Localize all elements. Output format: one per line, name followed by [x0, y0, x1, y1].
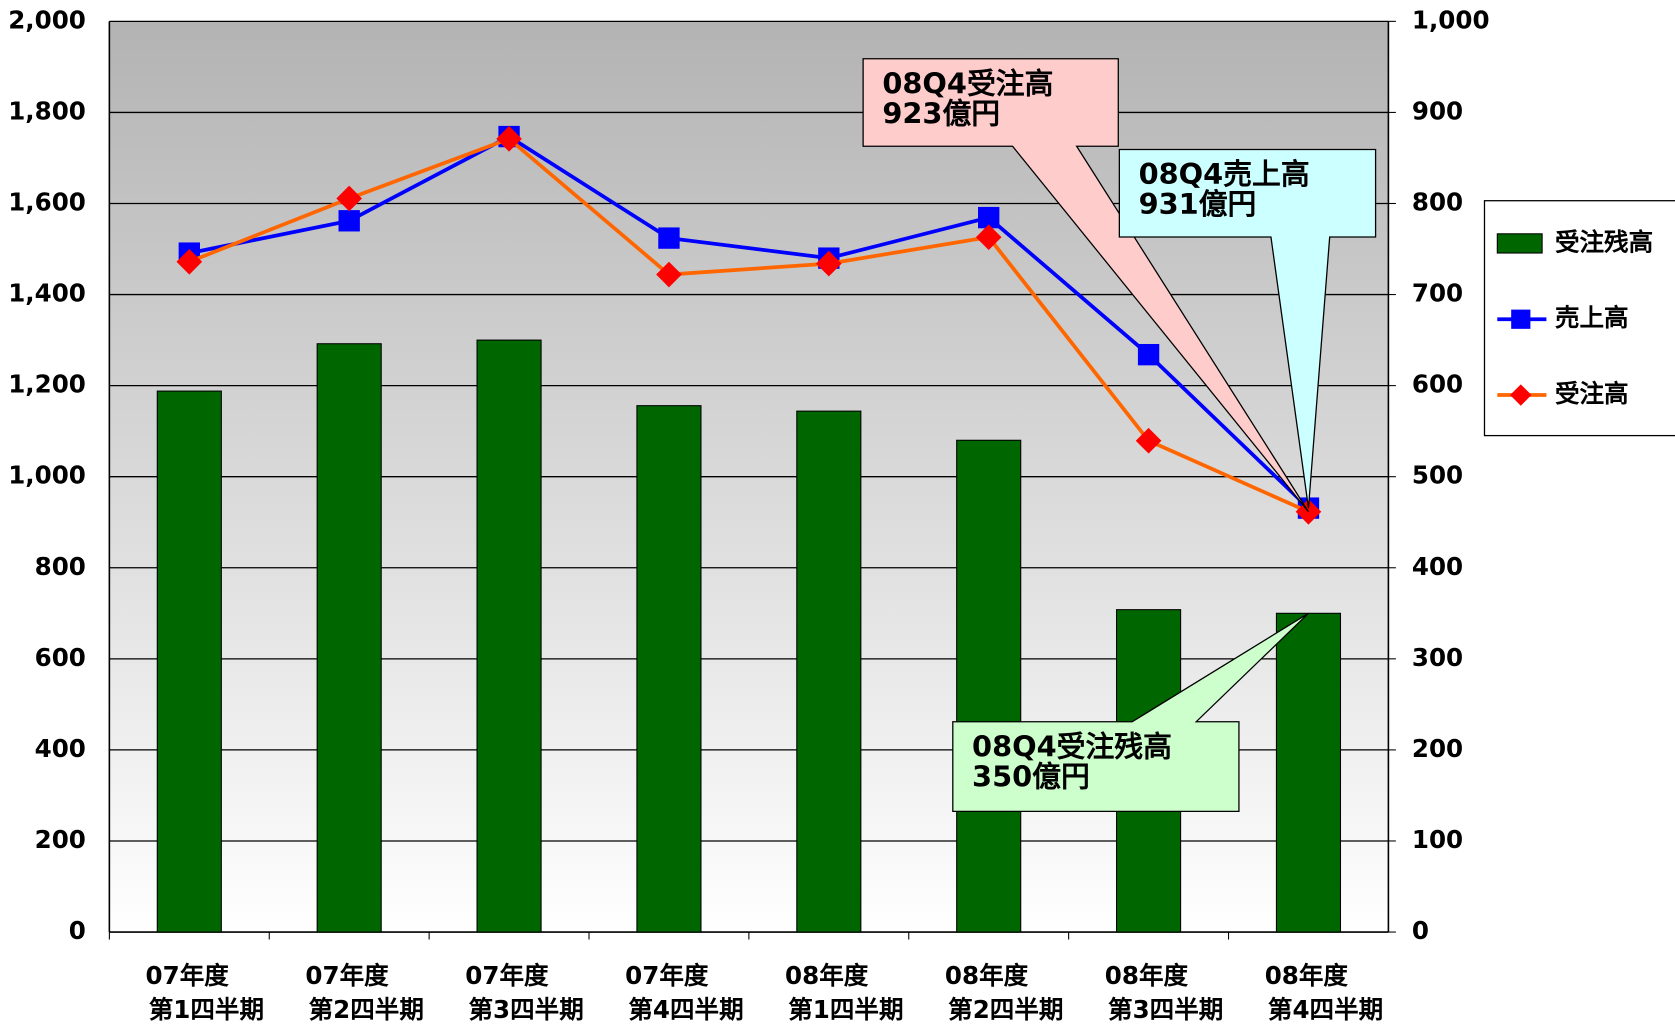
bar	[316, 343, 382, 933]
callout	[1118, 148, 1377, 509]
y-tick-label: 2,000	[8, 5, 86, 34]
y-tick-label: 1,000	[8, 461, 86, 490]
line	[188, 136, 1310, 514]
marker	[816, 250, 842, 277]
legend-label: 受注高	[1555, 379, 1629, 408]
x-tick-label: 08年度	[1265, 961, 1349, 990]
bar	[476, 339, 542, 933]
x-tick-label: 07年度	[625, 961, 709, 990]
legend-label: 受注残高	[1555, 227, 1653, 256]
x-tick-label: 第1四半期	[149, 995, 264, 1024]
y2-tick-label: 1,000	[1412, 5, 1490, 34]
y2-tick-label: 300	[1412, 643, 1463, 672]
x-tick-label: 08年度	[945, 961, 1029, 990]
bar	[636, 405, 702, 933]
y2-tick-label: 700	[1412, 279, 1463, 308]
bar	[156, 390, 222, 933]
bar	[1275, 612, 1342, 933]
y2-tick-label: 200	[1412, 734, 1463, 763]
marker	[338, 210, 360, 232]
y2-tick-label: 600	[1412, 370, 1463, 399]
marker	[975, 224, 1002, 250]
bar	[956, 439, 1022, 933]
callout	[862, 58, 1310, 513]
y2-tick-label: 800	[1412, 187, 1463, 216]
x-tick-label: 07年度	[146, 961, 230, 990]
y-tick-label: 400	[35, 734, 86, 763]
marker	[978, 206, 1000, 229]
y2-tick-label: 900	[1412, 96, 1463, 125]
callout-text: 350億円	[972, 759, 1090, 793]
callout-text: 08Q4売上高	[1139, 157, 1310, 191]
marker	[1135, 427, 1162, 454]
x-tick-label: 第2四半期	[948, 995, 1063, 1024]
y2-tick-label: 0	[1412, 916, 1429, 945]
y-tick-label: 1,200	[8, 370, 86, 399]
y2-tick-label: 100	[1412, 825, 1463, 854]
marker	[658, 227, 680, 249]
y-tick-label: 800	[35, 552, 86, 581]
y2-tick-label: 500	[1412, 461, 1463, 490]
x-tick-label: 第3四半期	[469, 995, 584, 1024]
x-tick-label: 07年度	[305, 961, 389, 990]
y-tick-label: 200	[35, 825, 86, 854]
legend-label: 売上高	[1555, 303, 1629, 332]
legend-marker	[1511, 309, 1531, 329]
callout	[952, 612, 1309, 813]
x-tick-label: 08年度	[1105, 961, 1189, 990]
x-tick-label: 第1四半期	[788, 995, 903, 1024]
callout-text: 923億円	[882, 96, 1000, 130]
callout-text: 08Q4受注残高	[972, 729, 1172, 763]
marker	[1137, 343, 1160, 366]
bar	[796, 410, 862, 933]
y-tick-label: 1,600	[8, 187, 86, 216]
x-tick-label: 第4四半期	[628, 995, 743, 1024]
y2-tick-label: 400	[1412, 552, 1463, 581]
legend-swatch	[1496, 233, 1543, 254]
line	[188, 134, 1310, 510]
y-tick-label: 600	[35, 643, 86, 672]
marker	[176, 248, 203, 275]
callout-text: 931億円	[1139, 187, 1257, 221]
marker	[656, 261, 682, 288]
y-tick-label: 1,800	[8, 96, 86, 125]
y-tick-label: 0	[69, 916, 86, 945]
x-tick-label: 第3四半期	[1108, 995, 1223, 1024]
x-tick-label: 第2四半期	[309, 995, 424, 1024]
callout-text: 08Q4受注高	[882, 66, 1053, 100]
x-tick-label: 07年度	[465, 961, 549, 990]
y-tick-label: 1,400	[8, 279, 86, 308]
x-tick-label: 08年度	[785, 961, 869, 990]
x-tick-label: 第4四半期	[1268, 995, 1383, 1024]
